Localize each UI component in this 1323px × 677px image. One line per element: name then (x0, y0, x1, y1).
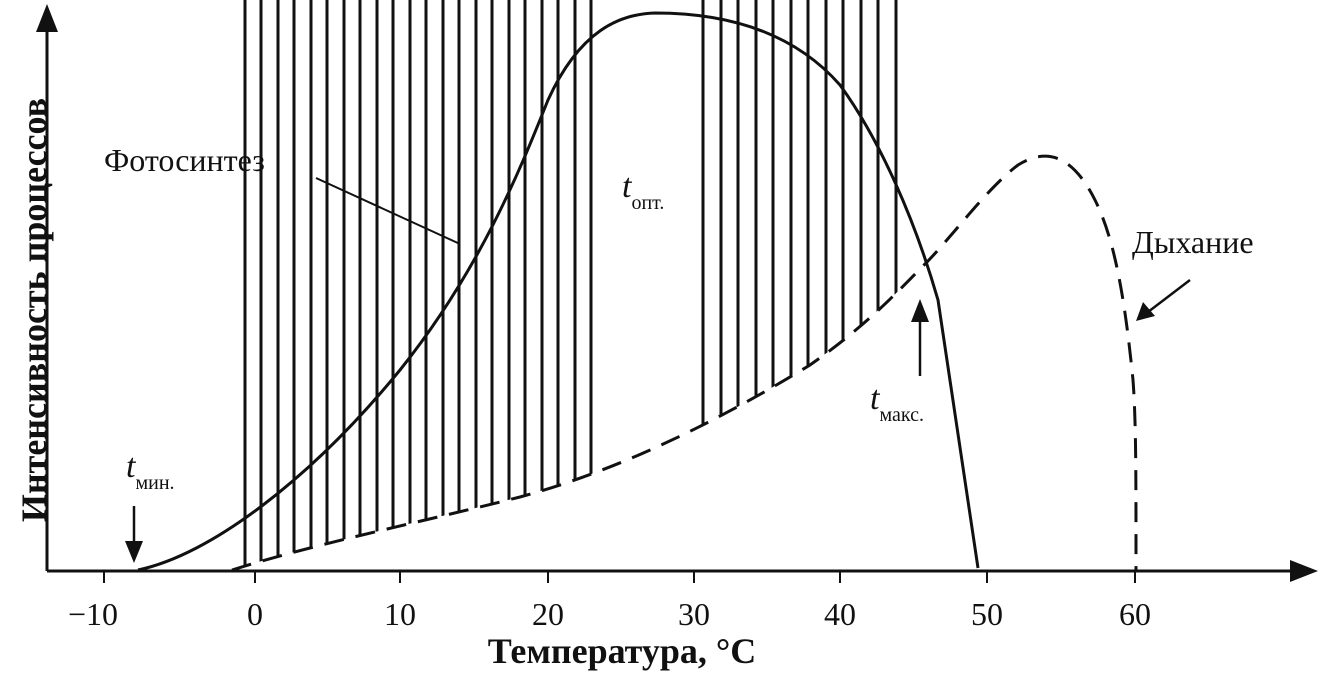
y-axis-label: Интенсивность процессов (14, 97, 54, 523)
t-max-var: t (870, 380, 880, 417)
t-min-arrow (125, 506, 143, 563)
x-axis-label: Температура, °C (487, 631, 757, 671)
photosynthesis-label: Фотосинтез (104, 142, 265, 178)
y-axis-arrowhead (36, 4, 58, 32)
t-min-var: t (126, 448, 136, 485)
photosynthesis-curve (137, 11, 980, 572)
x-tick-label: 60 (1119, 596, 1151, 632)
t-max-label: tмакс. (870, 380, 924, 426)
axes (36, 4, 1318, 582)
t-opt-label: tопт. (622, 168, 664, 214)
t-max-subscript: макс. (879, 404, 924, 426)
x-tick-label: −10 (67, 596, 119, 632)
x-tick-label: 40 (824, 596, 856, 632)
t-max-arrow (911, 299, 929, 376)
t-opt-var: t (622, 168, 632, 205)
photosynthesis-leader-line (315, 177, 461, 245)
t-min-label: tмин. (126, 448, 175, 494)
respiration-curve (231, 154, 1138, 572)
t-opt-subscript: опт. (631, 192, 665, 214)
x-tick-marks (103, 571, 1136, 583)
respiration-label: Дыхание (1132, 224, 1254, 260)
x-tick-label: 20 (532, 596, 564, 632)
x-tick-label: 0 (247, 596, 263, 632)
x-axis-arrowhead (1290, 560, 1318, 582)
respiration-arrow (1136, 279, 1191, 321)
x-tick-label: 10 (384, 596, 416, 632)
t-min-subscript: мин. (135, 472, 175, 494)
x-tick-label: 30 (678, 596, 710, 632)
x-tick-label: 50 (971, 596, 1003, 632)
